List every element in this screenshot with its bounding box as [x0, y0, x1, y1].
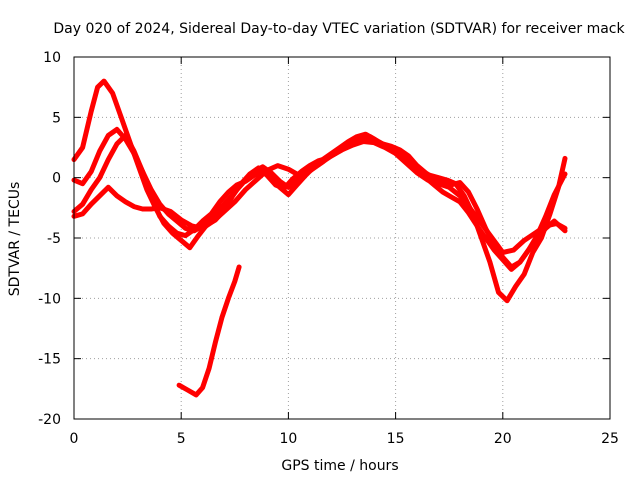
x-axis-label: GPS time / hours [281, 458, 398, 474]
x-tick-label: 15 [387, 431, 405, 447]
y-tick-label: -20 [38, 412, 61, 428]
series-line-track-c [71, 131, 568, 272]
y-tick-label: 10 [43, 50, 61, 66]
x-tick-label: 25 [601, 431, 619, 447]
x-tick-label: 10 [279, 431, 297, 447]
x-tick-label: 5 [177, 431, 186, 447]
y-axis-label: SDTVAR / TECUs [7, 182, 23, 297]
x-tick-label: 20 [494, 431, 512, 447]
y-tick-label: 0 [52, 171, 61, 187]
grid [74, 57, 610, 419]
y-tick-label: -10 [38, 291, 61, 307]
chart-title: Day 020 of 2024, Sidereal Day-to-day VTE… [53, 21, 625, 37]
data-series [71, 78, 568, 398]
series-line-track-d [71, 139, 568, 255]
y-tick-label: -5 [47, 231, 61, 247]
series-line-track-e [176, 264, 242, 398]
axis-ticks [73, 56, 611, 420]
y-tick-label: -15 [38, 352, 61, 368]
x-tick-label: 0 [70, 431, 79, 447]
y-tick-label: 5 [52, 110, 61, 126]
tick-labels: 0 5 10 15 20 25 -20 -15 -10 -5 0 5 10 [38, 50, 619, 447]
